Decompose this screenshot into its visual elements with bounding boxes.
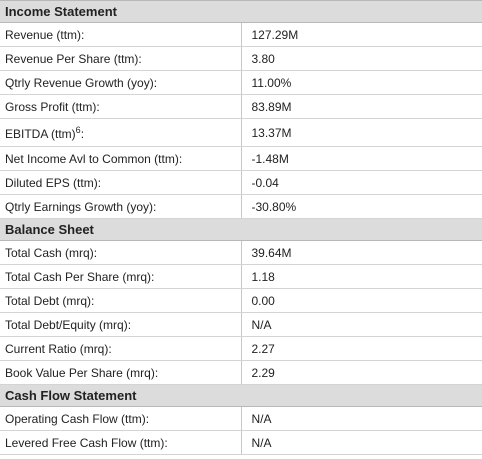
row-value: N/A <box>240 312 482 337</box>
row-label-cell: Levered Free Cash Flow (ttm): <box>0 430 241 455</box>
section-header-row: Cash Flow Statement <box>0 384 482 407</box>
row-value: 1.18 <box>240 264 482 289</box>
footnote-marker: 6 <box>75 124 81 135</box>
row-value: 39.64M <box>240 240 482 265</box>
row-label: Levered Free Cash Flow (ttm): <box>5 435 168 450</box>
row-label: Qtrly Revenue Growth (yoy): <box>5 75 158 90</box>
row-label-cell: Qtrly Earnings Growth (yoy): <box>0 194 241 219</box>
row-label-cell: Qtrly Revenue Growth (yoy): <box>0 70 241 95</box>
row-label-cell: Total Debt/Equity (mrq): <box>0 312 241 337</box>
row-label: Total Cash (mrq): <box>5 245 98 260</box>
section-header-row: Income Statement <box>0 0 482 23</box>
section-title: Income Statement <box>0 0 482 23</box>
row-label: Net Income Avl to Common (ttm): <box>5 151 183 166</box>
data-row: Revenue Per Share (ttm): 3.80 <box>0 46 482 71</box>
data-row: Diluted EPS (ttm): -0.04 <box>0 170 482 195</box>
row-label: Total Debt (mrq): <box>5 293 95 308</box>
row-value: -30.80% <box>240 194 482 219</box>
row-value: 83.89M <box>240 94 482 119</box>
row-value: 3.80 <box>240 46 482 71</box>
row-label-cell: Operating Cash Flow (ttm): <box>0 406 241 431</box>
row-value: 127.29M <box>240 22 482 47</box>
data-row: Qtrly Revenue Growth (yoy): 11.00% <box>0 70 482 95</box>
data-row: Total Cash (mrq): 39.64M <box>0 240 482 265</box>
row-value: N/A <box>240 430 482 455</box>
data-row: Book Value Per Share (mrq): 2.29 <box>0 360 482 385</box>
row-value: 0.00 <box>240 288 482 313</box>
data-row: Total Debt (mrq): 0.00 <box>0 288 482 313</box>
data-row: Levered Free Cash Flow (ttm): N/A <box>0 430 482 455</box>
row-label-cell: EBITDA (ttm)6: <box>0 118 241 147</box>
data-row: Qtrly Earnings Growth (yoy): -30.80% <box>0 194 482 219</box>
data-row: Operating Cash Flow (ttm): N/A <box>0 406 482 431</box>
row-label-cell: Gross Profit (ttm): <box>0 94 241 119</box>
data-row: Net Income Avl to Common (ttm): -1.48M <box>0 146 482 171</box>
row-label-cell: Total Debt (mrq): <box>0 288 241 313</box>
row-value: 2.29 <box>240 360 482 385</box>
data-row: Revenue (ttm): 127.29M <box>0 22 482 47</box>
label-suffix: : <box>80 126 85 141</box>
row-label-cell: Revenue Per Share (ttm): <box>0 46 241 71</box>
section-header-row: Balance Sheet <box>0 218 482 241</box>
row-value: -1.48M <box>240 146 482 171</box>
row-value: N/A <box>240 406 482 431</box>
row-label: Qtrly Earnings Growth (yoy): <box>5 199 157 214</box>
row-label: Gross Profit (ttm): <box>5 99 100 114</box>
data-row: Current Ratio (mrq): 2.27 <box>0 336 482 361</box>
row-label: Operating Cash Flow (ttm): <box>5 411 150 426</box>
row-label-cell: Total Cash (mrq): <box>0 240 241 265</box>
row-label-cell: Revenue (ttm): <box>0 22 241 47</box>
row-label-cell: Net Income Avl to Common (ttm): <box>0 146 241 171</box>
data-row: Total Cash Per Share (mrq): 1.18 <box>0 264 482 289</box>
section-title: Balance Sheet <box>0 218 482 241</box>
row-label-cell: Book Value Per Share (mrq): <box>0 360 241 385</box>
row-label-cell: Diluted EPS (ttm): <box>0 170 241 195</box>
row-label: Total Cash Per Share (mrq): <box>5 269 155 284</box>
data-row: Gross Profit (ttm): 83.89M <box>0 94 482 119</box>
row-value: 2.27 <box>240 336 482 361</box>
row-label: Diluted EPS (ttm): <box>5 175 102 190</box>
row-label: Book Value Per Share (mrq): <box>5 365 159 380</box>
row-label: EBITDA (ttm) <box>5 126 76 141</box>
data-row: EBITDA (ttm)6: 13.37M <box>0 118 482 147</box>
section-title: Cash Flow Statement <box>0 384 482 407</box>
row-value: 13.37M <box>240 118 482 147</box>
row-label-cell: Current Ratio (mrq): <box>0 336 241 361</box>
row-label: Total Debt/Equity (mrq): <box>5 317 132 332</box>
row-value: 11.00% <box>240 70 482 95</box>
row-label-cell: Total Cash Per Share (mrq): <box>0 264 241 289</box>
row-label: Revenue Per Share (ttm): <box>5 51 142 66</box>
row-label: Revenue (ttm): <box>5 27 85 42</box>
row-label: Current Ratio (mrq): <box>5 341 112 356</box>
row-value: -0.04 <box>240 170 482 195</box>
data-row: Total Debt/Equity (mrq): N/A <box>0 312 482 337</box>
